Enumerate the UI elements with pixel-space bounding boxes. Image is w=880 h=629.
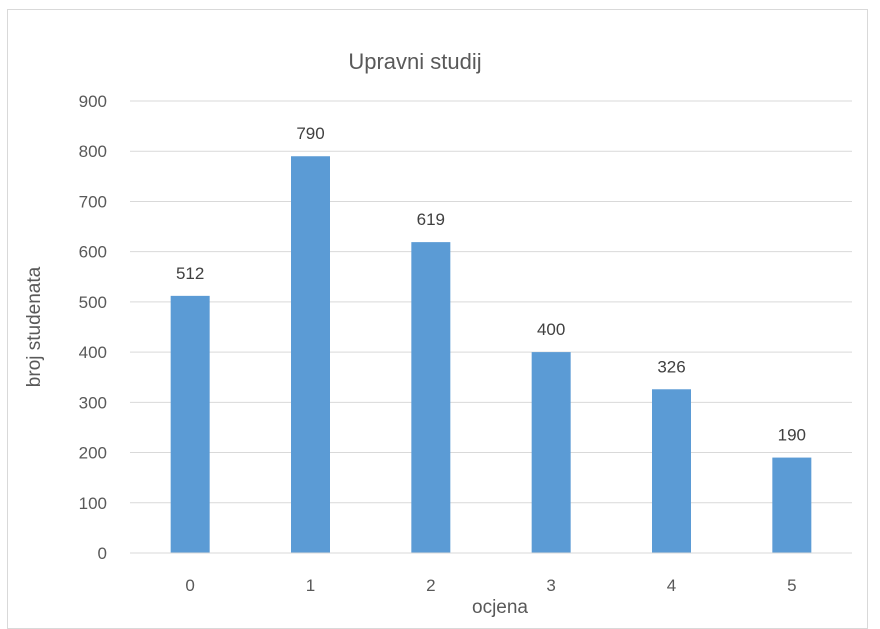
x-axis-ticks: 0 1 2 3 4 5: [185, 576, 796, 595]
y-axis-title: broj studenata: [24, 266, 45, 387]
x-tick-label: 3: [546, 576, 555, 595]
bar: [170, 295, 210, 553]
data-label: 512: [176, 264, 204, 283]
bar: [411, 242, 451, 553]
x-axis-title: ocjena: [472, 597, 528, 618]
data-labels: 512 790 619 400 326 190: [176, 124, 806, 444]
bar: [291, 156, 330, 553]
bar: [772, 457, 812, 553]
y-tick-label: 0: [98, 544, 107, 563]
chart-title: Upravni studij: [348, 49, 481, 74]
x-tick-label: 4: [667, 576, 676, 595]
y-tick-label: 700: [79, 192, 107, 211]
x-tick-label: 2: [426, 576, 435, 595]
data-label: 190: [778, 426, 806, 445]
bars: [170, 156, 812, 553]
y-tick-label: 400: [79, 343, 107, 362]
gridlines: [130, 100, 852, 504]
data-label: 790: [296, 124, 324, 143]
x-tick-label: 0: [185, 576, 194, 595]
bar: [531, 352, 571, 553]
data-label: 326: [657, 357, 685, 376]
bar: [652, 389, 691, 553]
y-tick-label: 900: [79, 92, 107, 111]
data-label: 619: [417, 210, 445, 229]
y-tick-label: 300: [79, 393, 107, 412]
y-tick-label: 800: [79, 142, 107, 161]
x-tick-label: 5: [787, 576, 796, 595]
data-label: 400: [537, 320, 565, 339]
y-tick-label: 600: [79, 243, 107, 262]
y-tick-label: 100: [79, 494, 107, 513]
y-axis-ticks: 0 100 200 300 400 500 600 700 800 900: [79, 92, 107, 563]
x-tick-label: 1: [306, 576, 315, 595]
y-tick-label: 200: [79, 444, 107, 463]
y-tick-label: 500: [79, 293, 107, 312]
